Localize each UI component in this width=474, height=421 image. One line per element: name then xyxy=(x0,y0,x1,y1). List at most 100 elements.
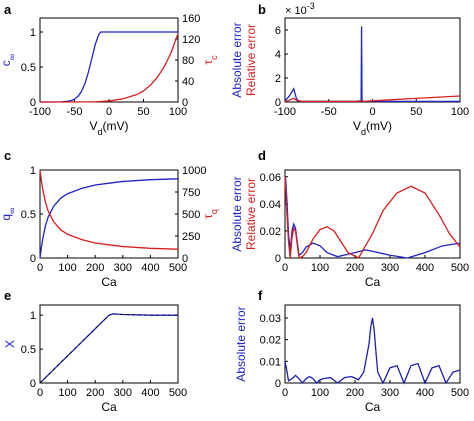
y-tick-label-left-f: 0.02 xyxy=(260,335,281,347)
axes-box-f xyxy=(284,304,461,384)
y-tick-label-left-a: 0 xyxy=(30,97,36,109)
series-line-c-1 xyxy=(39,169,179,250)
y-tick-label-left-f: 0.03 xyxy=(260,313,281,325)
x-tick-label-c: 0 xyxy=(37,262,43,274)
series-line-a-1 xyxy=(40,33,179,103)
panel-letter-c: c xyxy=(4,148,11,163)
y-tick-label-left-a: 1 xyxy=(30,27,36,39)
x-tick-label-f: 100 xyxy=(311,387,329,399)
x-tick-label-a: 50 xyxy=(137,106,149,118)
y-axis-label-left-c: q∞ xyxy=(0,207,17,220)
panel-letter-b: b xyxy=(258,2,266,17)
x-tick-label-d: 500 xyxy=(451,262,469,274)
series-line-b-0 xyxy=(284,26,460,103)
x-tick-label-e: 300 xyxy=(114,387,132,399)
x-tick-label-e: 0 xyxy=(37,387,43,399)
y-tick-label-left-a: 0.5 xyxy=(21,62,36,74)
y-tick-label-left-d: 0.06 xyxy=(260,172,281,184)
x-tick-label-d: 0 xyxy=(282,262,288,274)
y-axis-label-right-c: τq xyxy=(201,209,219,219)
x-tick-label-b: -100 xyxy=(274,106,296,118)
x-axis-label-d: Ca xyxy=(365,275,381,289)
x-tick-label-e: 100 xyxy=(58,387,76,399)
x-tick-label-e: 400 xyxy=(141,387,159,399)
y-tick-label-right-a: 0 xyxy=(182,97,188,109)
x-tick-label-d: 200 xyxy=(346,262,364,274)
x-tick-label-c: 500 xyxy=(169,262,187,274)
x-tick-label-f: 500 xyxy=(451,387,469,399)
y-axis-label-abs-d: Absolute error xyxy=(230,176,244,251)
x-axis-label-a: Vd(mV) xyxy=(89,119,128,137)
y-axis-label-rel-b: Relative error xyxy=(244,24,258,96)
y-axis-label-f: Absolute error xyxy=(234,306,248,381)
y-axis-label-right-a: τc xyxy=(201,55,219,65)
y-axis-label-abs-b: Absolute error xyxy=(230,22,244,97)
axes-box-b xyxy=(284,17,461,103)
x-tick-label-c: 400 xyxy=(141,262,159,274)
x-tick-label-e: 200 xyxy=(86,387,104,399)
x-tick-label-f: 400 xyxy=(416,387,434,399)
x-tick-label-f: 300 xyxy=(381,387,399,399)
x-axis-label-f: Ca xyxy=(365,400,381,414)
x-tick-label-d: 100 xyxy=(311,262,329,274)
y-tick-label-left-b: 0 xyxy=(275,97,281,109)
x-tick-label-d: 300 xyxy=(381,262,399,274)
y-tick-label-right-c: 0 xyxy=(182,253,188,265)
x-tick-label-c: 200 xyxy=(86,262,104,274)
x-tick-label-c: 100 xyxy=(58,262,76,274)
series-line-b-1 xyxy=(284,95,461,103)
y-tick-label-left-f: 0 xyxy=(275,378,281,390)
series-line-d-1 xyxy=(284,176,461,259)
y-tick-label-right-a: 40 xyxy=(182,76,194,88)
y-tick-label-left-e: 0.5 xyxy=(21,344,36,356)
y-tick-label-right-c: 500 xyxy=(182,209,200,221)
y-tick-label-left-b: 6 xyxy=(275,25,281,37)
y-tick-label-right-a: 120 xyxy=(182,34,200,46)
y-tick-label-left-d: 0 xyxy=(275,253,281,265)
x-axis-label-b: Vd(mV) xyxy=(353,119,392,137)
y-tick-label-right-c: 750 xyxy=(182,187,200,199)
x-tick-label-b: 50 xyxy=(410,106,422,118)
y-tick-label-left-d: 0.02 xyxy=(260,226,281,238)
x-tick-label-b: 100 xyxy=(451,106,469,118)
panel-letter-d: d xyxy=(258,148,266,163)
y-tick-label-right-a: 80 xyxy=(182,55,194,67)
series-line-a-0 xyxy=(39,31,178,103)
x-tick-label-d: 400 xyxy=(416,262,434,274)
y-tick-label-left-e: 0 xyxy=(30,378,36,390)
y-tick-label-left-e: 1 xyxy=(30,310,36,322)
x-tick-label-f: 200 xyxy=(346,387,364,399)
x-axis-label-e: Ca xyxy=(101,400,117,414)
y-tick-label-left-c: 0.5 xyxy=(21,209,36,221)
panel-letter-e: e xyxy=(4,288,11,303)
y-tick-label-right-c: 1000 xyxy=(182,165,206,177)
series-line-d-0 xyxy=(284,176,461,259)
y-tick-label-right-c: 250 xyxy=(182,231,200,243)
y-axis-label-e: X xyxy=(3,340,17,348)
y-tick-label-right-a: 160 xyxy=(182,13,200,25)
panel-letter-f: f xyxy=(258,288,263,303)
axes-box-e xyxy=(39,304,179,384)
y-tick-label-left-b: 4 xyxy=(275,49,281,61)
x-tick-label-c: 300 xyxy=(114,262,132,274)
series-dash-f-0 xyxy=(284,317,461,384)
y-tick-label-left-c: 1 xyxy=(30,165,36,177)
x-tick-label-a: 0 xyxy=(106,106,112,118)
y-tick-label-left-c: 0 xyxy=(30,253,36,265)
x-tick-label-a: -50 xyxy=(67,106,83,118)
y-tick-label-left-f: 0.01 xyxy=(260,356,281,368)
axes-box-a xyxy=(39,17,179,103)
series-line-c-0 xyxy=(39,178,179,259)
series-line-f-0 xyxy=(284,317,461,385)
axes-box-d xyxy=(284,169,461,259)
x-tick-label-a: 100 xyxy=(169,106,187,118)
y-axis-label-left-a: c∞ xyxy=(0,54,17,66)
y-axis-label-rel-d: Relative error xyxy=(244,178,258,250)
x-tick-label-b: 0 xyxy=(369,106,375,118)
x-tick-label-e: 500 xyxy=(169,387,187,399)
y-tick-label-left-b: 2 xyxy=(275,73,281,85)
series-line-e-0 xyxy=(39,313,178,384)
x-axis-label-c: Ca xyxy=(101,275,117,289)
series-dash-e-0 xyxy=(39,313,178,384)
